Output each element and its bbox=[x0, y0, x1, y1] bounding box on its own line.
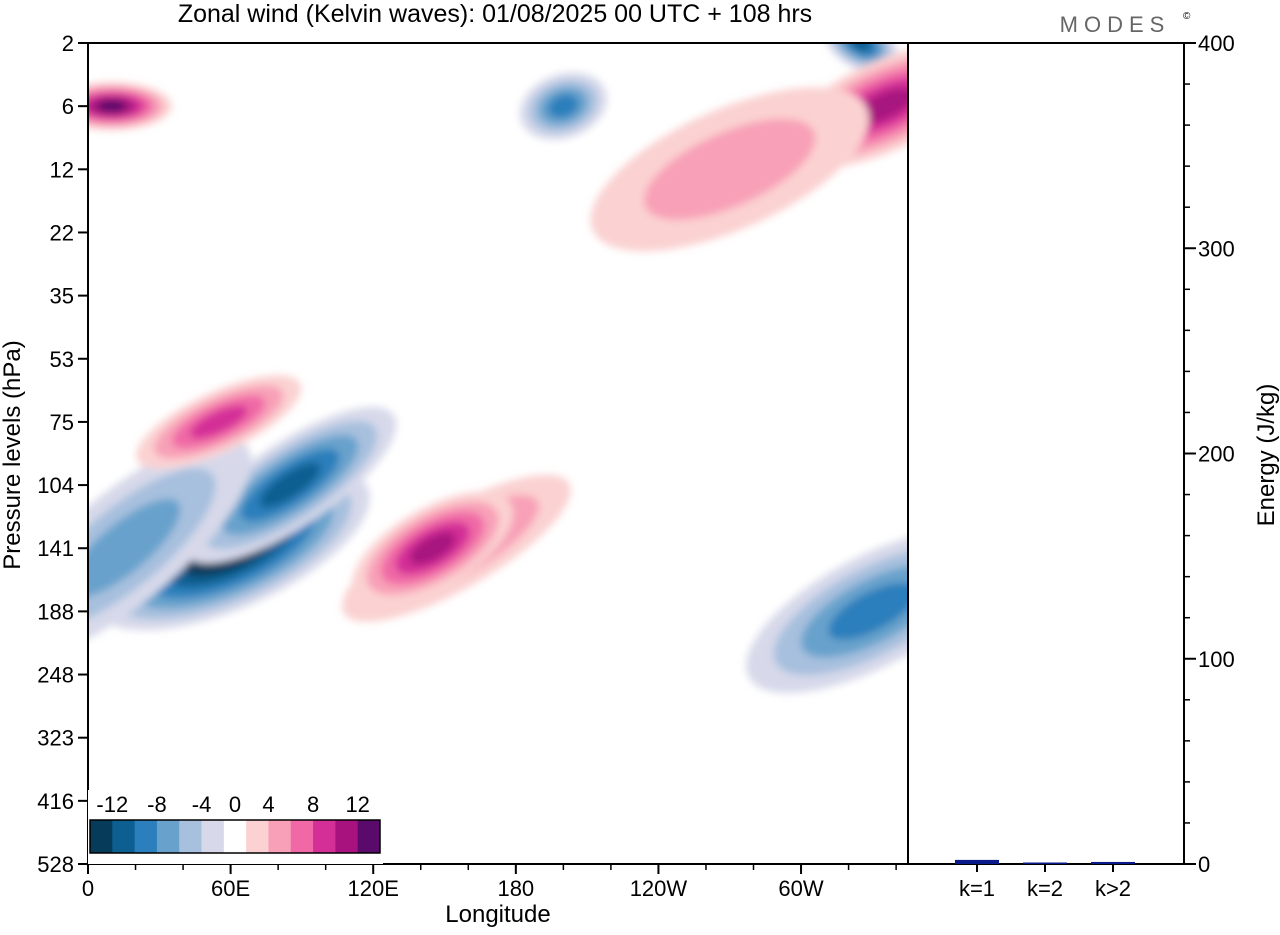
y-tick-label: 22 bbox=[50, 220, 74, 245]
colorbar-label: -4 bbox=[192, 792, 212, 817]
energy-frame bbox=[907, 42, 1185, 865]
colorbar-swatch bbox=[90, 820, 113, 853]
y-tick-label: 141 bbox=[37, 536, 74, 561]
colorbar-label: 12 bbox=[345, 792, 369, 817]
colorbar-swatches bbox=[89, 819, 381, 854]
energy-bars: k=1 k=2 k>2 bbox=[955, 859, 1135, 901]
energy-tick-label: 200 bbox=[1198, 442, 1235, 467]
wind-contour bbox=[644, 118, 816, 220]
chart-title: Zonal wind (Kelvin waves): 01/08/2025 00… bbox=[178, 0, 812, 28]
y-tick-label: 53 bbox=[50, 347, 74, 372]
wind-feature bbox=[136, 375, 302, 469]
x-tick-label: 120E bbox=[348, 876, 399, 901]
energy-tick-label: 300 bbox=[1198, 236, 1235, 261]
colorbar-swatch bbox=[179, 820, 203, 853]
x-tick-label: 0 bbox=[82, 876, 94, 901]
wind-contour bbox=[97, 100, 127, 112]
y-axis: 2 6 12 22 35 53 75 104 141 188 248 323 416 528 bbox=[37, 31, 88, 877]
colorbar-swatch bbox=[290, 820, 314, 853]
colorbar-swatch bbox=[313, 820, 336, 853]
colorbar-swatch bbox=[201, 820, 225, 853]
energy-axis: 0 100 200 300 400 bbox=[1184, 31, 1235, 877]
y-tick-label: 323 bbox=[37, 726, 74, 751]
y-tick-label: 528 bbox=[37, 852, 74, 877]
wind-contour bbox=[259, 462, 321, 508]
energy-bar bbox=[955, 859, 999, 864]
y-tick-label: 416 bbox=[37, 789, 74, 814]
colorbar-swatch bbox=[246, 820, 269, 853]
wind-feature bbox=[590, 87, 869, 252]
wind-contour bbox=[190, 405, 248, 439]
colorbar-labels: -12 -8 -4 0 4 8 12 bbox=[96, 792, 370, 817]
energy-category-label: k=2 bbox=[1027, 876, 1063, 901]
energy-category-label: k=1 bbox=[959, 876, 995, 901]
colorbar-outline bbox=[89, 819, 381, 854]
colorbar-swatch bbox=[268, 820, 292, 853]
wind-contour bbox=[828, 582, 908, 640]
wind-contour bbox=[855, 88, 908, 124]
colorbar-label: 8 bbox=[307, 792, 319, 817]
colorbar-label: -12 bbox=[96, 792, 128, 817]
wind-contour bbox=[409, 532, 456, 565]
wind-heatmap bbox=[88, 43, 908, 694]
colorbar-swatch bbox=[112, 820, 136, 853]
wind-feature bbox=[352, 491, 514, 606]
x-axis-title: Longitude bbox=[445, 901, 550, 928]
y-tick-label: 104 bbox=[37, 473, 74, 498]
wind-feature bbox=[519, 72, 608, 140]
wind-feature bbox=[88, 437, 252, 660]
y-tick-label: 188 bbox=[37, 599, 74, 624]
brand-logo: MODES bbox=[1060, 12, 1171, 37]
y-tick-label: 12 bbox=[50, 157, 74, 182]
colorbar-swatch bbox=[156, 820, 180, 853]
colorbar-label: 0 bbox=[229, 792, 241, 817]
y-tick-label: 248 bbox=[37, 663, 74, 688]
colorbar-label: -8 bbox=[147, 792, 167, 817]
colorbar-legend: -12 -8 -4 0 4 8 12 bbox=[88, 790, 383, 864]
energy-tick-label: 100 bbox=[1198, 647, 1235, 672]
colorbar-swatch bbox=[223, 820, 247, 853]
energy-axis-title: Energy (J/kg) bbox=[1253, 384, 1280, 527]
x-tick-label: 60W bbox=[778, 876, 823, 901]
x-tick-label: 120W bbox=[630, 876, 688, 901]
x-axis: 0 60E 120E 180 120W 60W bbox=[82, 864, 897, 901]
energy-bar bbox=[1023, 862, 1067, 864]
wind-contour bbox=[548, 94, 579, 118]
y-tick-label: 2 bbox=[62, 31, 74, 56]
colorbar-swatch bbox=[357, 820, 381, 853]
energy-tick-label: 0 bbox=[1198, 852, 1210, 877]
wind-feature bbox=[746, 529, 908, 694]
x-tick-label: 60E bbox=[211, 876, 250, 901]
energy-category-label: k>2 bbox=[1095, 876, 1131, 901]
wind-contour bbox=[88, 498, 181, 598]
y-tick-label: 35 bbox=[50, 284, 74, 309]
energy-bar bbox=[1091, 861, 1135, 864]
wind-feature bbox=[183, 406, 397, 564]
energy-tick-label: 400 bbox=[1198, 31, 1235, 56]
colorbar-swatch bbox=[335, 820, 359, 853]
colorbar-label: 4 bbox=[262, 792, 274, 817]
y-axis-title: Pressure levels (hPa) bbox=[0, 340, 26, 569]
y-tick-label: 75 bbox=[50, 410, 74, 435]
logo-mark: © bbox=[1183, 11, 1191, 22]
y-tick-label: 6 bbox=[62, 94, 74, 119]
wind-anomaly-fields bbox=[88, 43, 908, 694]
wind-feature bbox=[88, 82, 172, 131]
x-tick-label: 180 bbox=[497, 876, 534, 901]
colorbar-swatch bbox=[134, 820, 158, 853]
